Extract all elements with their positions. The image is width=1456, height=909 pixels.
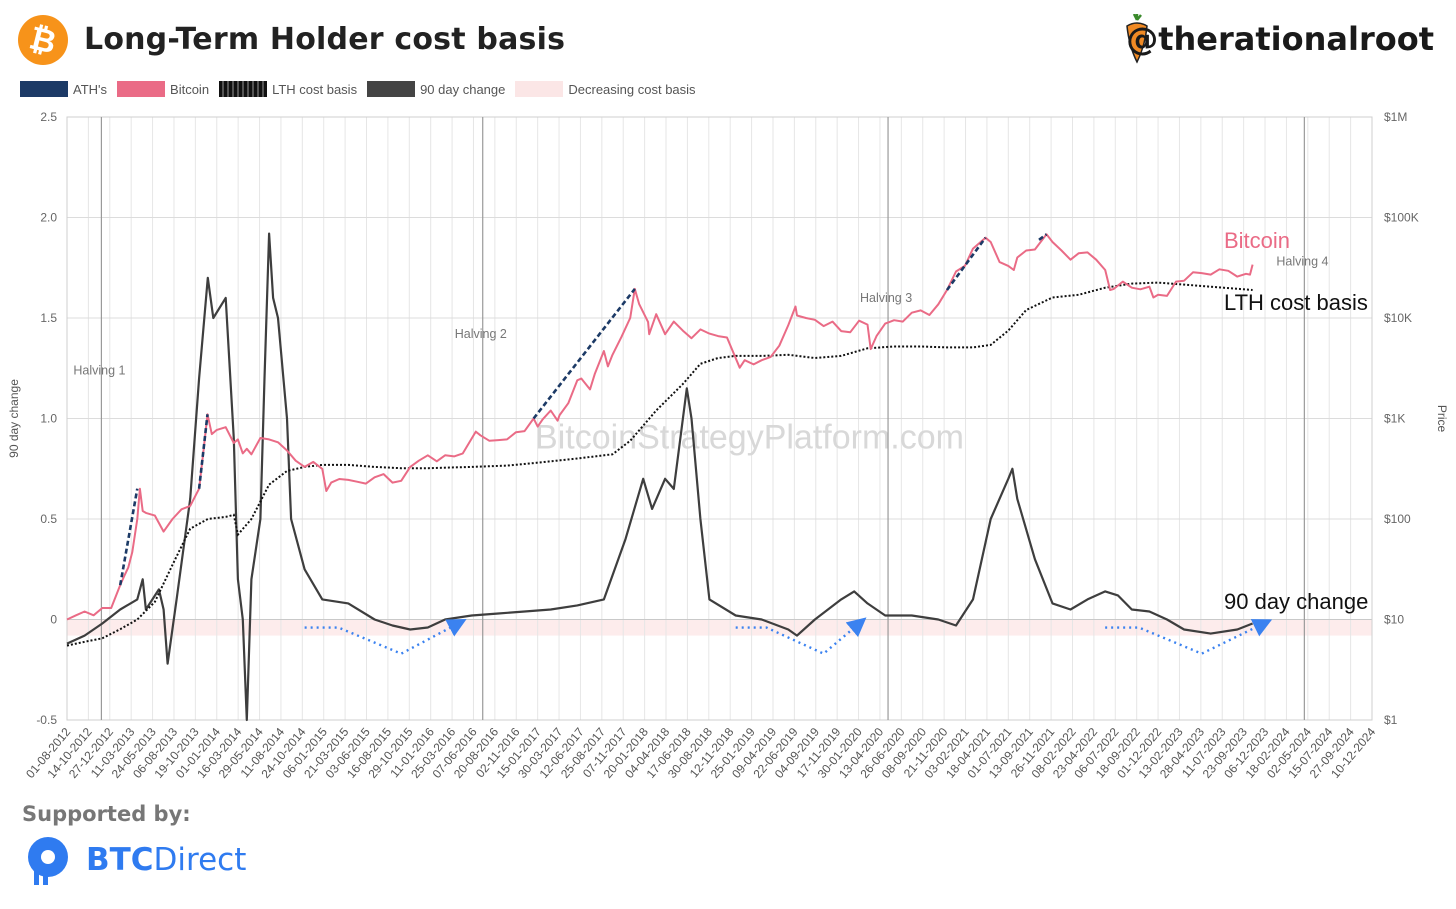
legend-label-lth: LTH cost basis	[272, 81, 358, 97]
annotation-lth: LTH cost basis	[1224, 290, 1368, 315]
sponsor-name-bold: BTC	[86, 842, 154, 878]
legend-swatch-ath	[20, 81, 68, 97]
legend-label-change: 90 day change	[420, 81, 506, 97]
annotation-bitcoin: Bitcoin	[1224, 228, 1290, 253]
page-title: Long-Term Holder cost basis	[84, 22, 566, 57]
chart-svg: 2.5 2.0 1.5 1.0 0.5 0 -0.5 $1M $100K $10K $1K $100 $…	[7, 110, 1449, 781]
legend-item-decreasing[interactable]: Decreasing cost basis	[515, 81, 696, 97]
y-right-tick-label: $100K	[1384, 211, 1419, 225]
series-ath-segment	[1038, 233, 1048, 241]
chart-area: 2.5 2.0 1.5 1.0 0.5 0 -0.5 $1M $100K $10K $1K $100 $…	[0, 100, 1456, 800]
halving-label: Halving 1	[73, 363, 125, 377]
supported-by-label: Supported by:	[22, 802, 191, 826]
legend-label-bitcoin: Bitcoin	[170, 81, 210, 97]
y-right-tick-label: $10K	[1384, 311, 1412, 325]
legend-item-change[interactable]: 90 day change	[367, 81, 505, 97]
sponsor-name[interactable]: BTCDirect	[86, 842, 246, 878]
legend-item-bitcoin[interactable]: Bitcoin	[117, 81, 209, 97]
watermark: BitcoinStrategyPlatform.com	[535, 419, 964, 457]
legend-swatch-decreasing	[515, 81, 564, 97]
decreasing-band	[67, 619, 1372, 636]
halving-label: Halving 3	[860, 291, 912, 305]
sponsor-name-rest: Direct	[153, 842, 247, 878]
y-left-tick-label: 0.5	[40, 512, 57, 526]
y-right-tick-label: $10	[1384, 613, 1404, 627]
legend-swatch-bitcoin	[117, 81, 166, 97]
y-left-tick-label: 1.0	[40, 412, 57, 426]
legend-swatch-lth	[219, 81, 268, 97]
chart-legend: ATH's Bitcoin LTH cost basis 90 day chan…	[20, 78, 706, 100]
legend-item-ath[interactable]: ATH's	[20, 81, 107, 97]
plot-border	[66, 116, 1373, 721]
legend-item-lth[interactable]: LTH cost basis	[219, 81, 357, 97]
halving-label: Halving 4	[1276, 255, 1328, 269]
series-ath-segment	[945, 236, 987, 291]
series-90-day-change	[66, 232, 1254, 722]
bitcoin-logo-icon: ₿	[18, 15, 68, 65]
decreasing-arrow	[1105, 619, 1273, 655]
y-right-axis-title: Price	[1435, 405, 1449, 433]
y-right-tick-label: $1K	[1384, 412, 1405, 426]
y-left-axis-title: 90 day change	[7, 379, 21, 458]
y-left-tick-label: 2.0	[40, 211, 57, 225]
series-lth-cost-basis	[66, 281, 1253, 647]
series-ath-segment	[532, 288, 636, 420]
carrot-icon	[1126, 14, 1148, 64]
y-left-tick-label: 2.5	[40, 110, 57, 124]
y-left-tick-label: 1.5	[40, 311, 57, 325]
halving-label: Halving 2	[455, 327, 507, 341]
header: ₿ Long-Term Holder cost basis @theration…	[0, 0, 1456, 80]
y-right-tick-label: $1	[1384, 713, 1398, 727]
annotation-90-day-change: 90 day change	[1224, 589, 1368, 614]
y-right-tick-label: $1M	[1384, 110, 1407, 124]
y-left-tick-label: -0.5	[36, 713, 57, 727]
y-right-tick-label: $100	[1384, 512, 1411, 526]
author-handle: @therationalroot	[1126, 20, 1434, 58]
legend-label-ath: ATH's	[73, 81, 108, 97]
legend-label-decreasing: Decreasing cost basis	[568, 81, 696, 97]
y-left-tick-label: 0	[50, 613, 57, 627]
decreasing-arrow	[304, 619, 467, 655]
series-ath-segment	[118, 488, 139, 586]
btcdirect-logo-icon	[28, 837, 68, 885]
legend-swatch-change	[367, 81, 416, 97]
series-ath-segment	[197, 414, 209, 489]
